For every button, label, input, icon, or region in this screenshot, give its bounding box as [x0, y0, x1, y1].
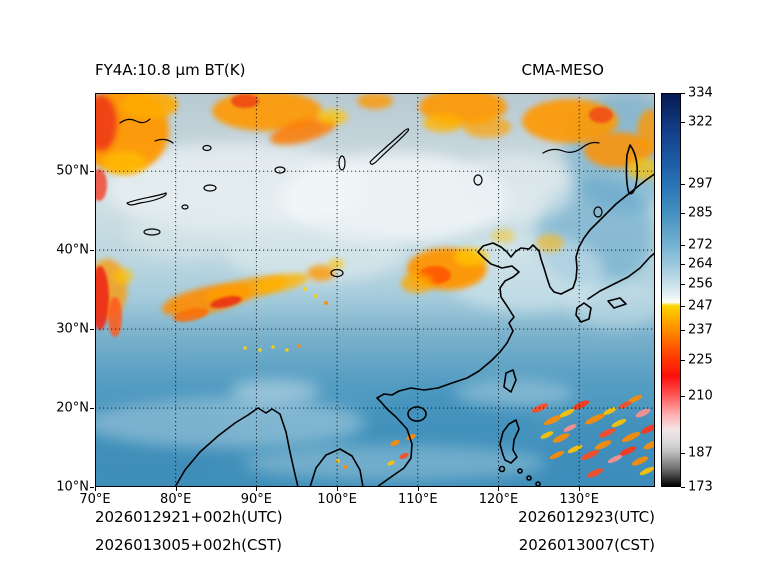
- colorbar-tick-mark: [681, 212, 685, 214]
- plot-frame: [95, 93, 655, 487]
- colorbar-tick-mark: [681, 283, 685, 285]
- y-tick-mark: [90, 487, 94, 488]
- coast-shikoku: [607, 297, 627, 309]
- colorbar-tick-label: 237: [688, 322, 713, 338]
- y-tick-mark: [90, 250, 94, 252]
- coast-taiwan: [503, 369, 517, 393]
- lake-zaysan: [203, 184, 217, 192]
- x-tick-label: 130°E: [559, 492, 599, 507]
- timestamp-valid-cst: 2026013007(CST): [518, 536, 655, 554]
- timestamp-forecast-cst: 2026013005+002h(CST): [95, 536, 283, 554]
- y-tick-mark: [90, 171, 94, 173]
- coast-hainan: [407, 406, 427, 422]
- colorbar-tick-label: 225: [688, 352, 713, 368]
- colorbar-tick-mark: [681, 359, 685, 361]
- lake-qinghai: [330, 268, 344, 278]
- lake-alakol: [181, 204, 189, 210]
- y-tick-label: 30°N: [56, 321, 89, 337]
- lake-uvs: [274, 166, 286, 174]
- x-tick-label: 120°E: [478, 492, 519, 507]
- x-tick-label: 110°E: [398, 492, 438, 507]
- x-tick-mark: [498, 487, 500, 491]
- colorbar-tick-mark: [681, 452, 685, 454]
- lake-hulun: [473, 174, 483, 186]
- lake-small: [202, 144, 212, 152]
- lake-issyk-kul: [143, 228, 161, 236]
- lakes-rivers: [119, 118, 603, 278]
- plot-title-left: FY4A:10.8 μm BT(K): [95, 61, 246, 79]
- x-tick-label: 70°E: [79, 492, 111, 507]
- map-plot-area: [95, 93, 655, 487]
- coast-sakhalin: [625, 144, 639, 195]
- coast-honshu: [587, 251, 655, 300]
- y-tick-label: 40°N: [56, 242, 89, 258]
- lake-balkhash: [126, 192, 167, 206]
- colorbar-tick-mark: [681, 487, 685, 488]
- colorbar-tick-mark: [681, 330, 685, 332]
- colorbar-tick-mark: [681, 264, 685, 266]
- y-tick-label: 50°N: [56, 163, 89, 179]
- x-tick-label: 100°E: [317, 492, 357, 507]
- coastlines: [174, 144, 655, 487]
- colorbar-tick-label: 322: [688, 114, 713, 130]
- colorbar-tick-mark: [681, 183, 685, 185]
- colorbar-tick-label: 247: [688, 298, 713, 314]
- timestamp-forecast-utc: 2026012921+002h(UTC): [95, 508, 283, 526]
- timestamp-valid-utc: 2026012923(UTC): [518, 508, 655, 526]
- colorbar-tick-mark: [681, 122, 685, 124]
- lake-khanka: [593, 206, 603, 218]
- river-amur: [542, 141, 600, 154]
- lake-baikal: [369, 128, 410, 165]
- map-svg: [95, 93, 655, 487]
- colorbar-tick-mark: [681, 305, 685, 307]
- river-squiggle: [154, 138, 174, 144]
- colorbar: [661, 93, 681, 487]
- cold-cloud-patches: [95, 93, 655, 469]
- plot-title-right: CMA-MESO: [521, 61, 604, 79]
- x-tick-mark: [337, 487, 339, 491]
- colorbar-tick-label: 210: [688, 388, 713, 404]
- colorbar-tick-label: 334: [688, 85, 713, 101]
- y-tick-label: 10°N: [56, 479, 89, 495]
- coast-island: [498, 465, 506, 473]
- colorbar-tick-label: 173: [688, 479, 713, 495]
- y-tick-label: 20°N: [56, 400, 89, 416]
- x-tick-label: 80°E: [160, 492, 192, 507]
- x-tick-mark: [175, 487, 177, 491]
- x-tick-mark: [95, 487, 96, 491]
- colorbar-tick-label: 264: [688, 256, 713, 272]
- coast-kyushu: [575, 302, 592, 323]
- y-tick-mark: [90, 329, 94, 331]
- cirrus-cloud-shading: [95, 143, 655, 481]
- coast-luzon: [499, 419, 520, 464]
- colorbar-tick-label: 285: [688, 205, 713, 221]
- colorbar-tick-mark: [681, 244, 685, 246]
- coast-island: [517, 468, 523, 474]
- x-tick-mark: [417, 487, 419, 491]
- convective-cells: [387, 394, 655, 478]
- lake-khovsgol: [338, 155, 346, 171]
- coast-island: [526, 475, 532, 481]
- graticule-grid: [95, 93, 655, 487]
- colorbar-tick-label: 187: [688, 445, 713, 461]
- river-squiggle: [119, 118, 151, 124]
- coast-gulf-thailand: [309, 448, 364, 487]
- colorbar-tick-mark: [681, 93, 685, 94]
- colorbar-tick-label: 256: [688, 276, 713, 292]
- colorbar-tick-mark: [681, 396, 685, 398]
- coast-india-burma: [174, 407, 299, 487]
- x-tick-mark: [256, 487, 258, 491]
- colorbar-tick-label: 272: [688, 237, 713, 253]
- x-tick-mark: [579, 487, 581, 491]
- colorbar-tick-label: 297: [688, 176, 713, 192]
- y-tick-mark: [90, 408, 94, 410]
- x-tick-label: 90°E: [240, 492, 273, 507]
- coast-vietnam-china-korea: [376, 172, 655, 487]
